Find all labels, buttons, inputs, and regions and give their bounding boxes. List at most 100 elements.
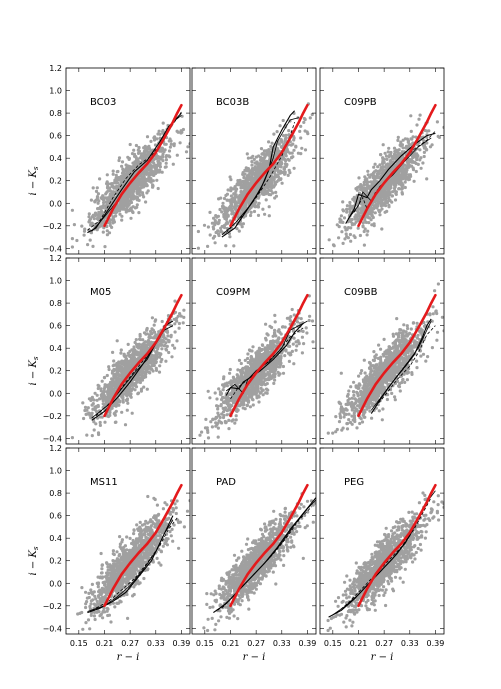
scatter-point [222,196,227,201]
scatter-point [126,401,130,405]
scatter-point [242,175,246,179]
scatter-point [226,221,230,225]
scatter-point [113,191,117,195]
scatter-point [233,421,237,425]
scatter-point [254,170,259,174]
scatter-point [266,388,270,392]
scatter-point [149,139,153,143]
scatter-point [356,218,360,222]
model-track-line [95,323,169,417]
scatter-point [361,221,365,225]
scatter-point [418,113,422,117]
scatter-point [249,213,253,218]
scatter-point [262,162,266,167]
scatter-point [234,414,238,418]
scatter-point [111,185,115,189]
scatter-point [421,161,425,165]
scatter-point [242,184,246,188]
scatter-point [127,187,131,191]
scatter-point [292,148,296,152]
scatter-point [376,165,380,169]
scatter-point [379,166,383,170]
scatter-point [344,232,348,236]
scatter-point [142,385,146,389]
scatter-point [300,351,304,355]
scatter-point [160,170,164,174]
scatter-point [267,205,271,209]
panel-c09pm: C09PM [191,257,317,445]
scatter-point [394,150,398,154]
scatter-point [122,369,126,373]
scatter-point [140,179,144,183]
scatter-point [148,365,152,369]
scatter-point [91,244,95,248]
scatter-point [114,363,119,367]
scatter-point [272,132,276,136]
scatter-point [122,207,126,211]
scatter-point [353,215,357,219]
scatter-point [427,129,431,133]
scatter-point [182,315,186,319]
scatter-point [98,397,102,401]
scatter-point [161,159,165,163]
scatter-point [135,180,139,184]
scatter-point [162,339,166,343]
scatter-point [149,180,153,184]
scatter-point [375,185,380,190]
scatter-point [229,189,233,193]
scatter-point [153,143,158,147]
scatter-point [281,118,285,123]
scatter-point [224,217,228,221]
scatter-point [144,349,148,353]
scatter-point [101,402,105,406]
scatter-point [425,177,429,181]
scatter-point [89,231,93,235]
scatter-point [258,171,262,175]
scatter-point [234,193,238,197]
scatter-point [291,142,295,146]
scatter-point [120,164,124,168]
panel-ticks [192,67,316,254]
scatter-point [149,164,153,168]
scatter-point [372,174,376,178]
scatter-point [376,196,380,200]
scatter-point [303,148,308,152]
scatter-point [256,205,260,209]
scatter-point [253,205,257,209]
scatter-point [394,191,398,195]
scatter-point [132,345,136,349]
scatter-point [290,155,294,160]
scatter-point [86,243,90,247]
scatter-point [132,164,136,168]
scatter-point [157,330,161,334]
scatter-point [407,142,411,146]
scatter-point [247,176,251,180]
scatter-point [348,204,352,208]
scatter-point [354,187,358,191]
scatter-point [346,236,350,240]
scatter-point [291,342,295,346]
scatter-point [378,192,382,196]
scatter-point [152,158,156,162]
scatter-point [243,181,247,185]
scatter-point [409,129,413,133]
scatter-point [422,139,426,143]
scatter-point [267,214,271,218]
scatter-point [214,214,218,218]
scatter-point [111,169,115,173]
scatter-point [89,198,93,202]
scatter-point [414,169,418,174]
scatter-point [125,391,129,395]
scatter-point [137,342,141,346]
scatter-point [137,145,141,150]
scatter-point [360,210,364,214]
scatter-point [391,177,395,182]
scatter-point [253,161,257,165]
scatter-point [90,403,94,407]
scatter-point [270,181,274,185]
scatter-point [135,377,139,381]
scatter-point [118,209,122,213]
scatter-point [341,241,345,245]
panel-bc03b: BC03B [191,67,317,255]
scatter-point [403,163,407,167]
